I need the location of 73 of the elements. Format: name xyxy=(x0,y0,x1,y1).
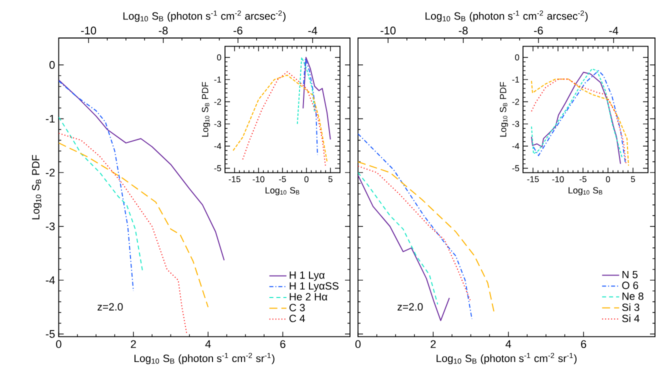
x-tick-label: 4 xyxy=(205,340,211,348)
x-tick-label: -15 xyxy=(228,176,240,182)
x-tick-label: 0 xyxy=(606,176,610,182)
y-tick-label: -3 xyxy=(512,120,520,127)
x2-tick-label: -6 xyxy=(534,26,543,34)
x2-tick-label: -8 xyxy=(458,26,468,34)
y-tick-label: -5 xyxy=(46,330,55,338)
y-tick-label: 0 xyxy=(515,54,520,60)
legend-label: C 4 xyxy=(289,314,305,322)
line-series xyxy=(58,116,144,273)
annotation: z=2.0 xyxy=(98,303,123,311)
line-series xyxy=(303,58,318,156)
y-tick-label: -2 xyxy=(214,98,222,105)
y-tick-label: 0 xyxy=(217,54,222,60)
x-tick-label: 0 xyxy=(304,176,308,182)
legend-label: He 2 Hα xyxy=(290,293,328,300)
y-tick-label: -4 xyxy=(46,276,55,284)
legend-label: H 1 Lyα xyxy=(290,272,325,281)
y-tick-label: -5 xyxy=(512,165,520,172)
y-tick-label: -1 xyxy=(512,76,520,82)
x-tick-label: 6 xyxy=(280,340,286,348)
x-tick-label: 4 xyxy=(506,340,512,348)
x-tick-label: -15 xyxy=(527,176,539,182)
x2-tick-label: -8 xyxy=(158,26,168,34)
y-tick-label: -3 xyxy=(46,222,55,230)
x-tick-label: -5 xyxy=(580,176,586,182)
legend-label: H 1 LyαSS xyxy=(290,282,338,292)
x-tick-label: 0 xyxy=(56,340,62,348)
text: Log$_{10}$ S$_{B}$ (photon s$^{-1}$ cm$^{-2}$ sr$^{-1}$) xyxy=(134,352,274,364)
x-axis-title: Log$_{10}$ S$_{B}$ xyxy=(266,187,300,196)
legend-label: C 3 xyxy=(289,304,305,312)
legend-label: O 6 xyxy=(622,282,638,290)
x-tick-label: -10 xyxy=(252,176,264,182)
y-axis-title: Log$_{10}$ S$_{B}$ PDF xyxy=(202,82,210,137)
y-axis-title: Log$_{10}$ S$_{B}$ PDF xyxy=(32,155,42,220)
y-tick-label: -5 xyxy=(214,165,222,172)
y-tick-label: -2 xyxy=(512,98,520,105)
x2-tick-label: -10 xyxy=(380,26,396,34)
y-tick-label: -4 xyxy=(512,143,520,150)
line-series xyxy=(242,71,326,168)
y-axis-title: Log$_{10}$ S$_{B}$ PDF xyxy=(500,82,508,137)
line-series xyxy=(58,80,134,292)
x-tick-label: 5 xyxy=(630,176,636,182)
text: Log$_{10}$ S$_{B}$ (photon s$^{-1}$ cm$^{-2}$ sr$^{-1}$) xyxy=(436,352,577,364)
y-tick-label: 0 xyxy=(49,61,55,69)
y-tick-label: -4 xyxy=(214,143,222,150)
legend-label: Ne 8 xyxy=(622,292,644,300)
x-tick-label: 2 xyxy=(430,340,436,348)
text: Log$_{10}$ S$_{B}$ (photon s$^{-1}$ cm$^{-2}$ arcsec$^{-2}$) xyxy=(123,10,286,22)
line-series xyxy=(302,56,331,140)
y-tick-label: -1 xyxy=(214,76,222,82)
x-axis-title: Log$_{10}$ S$_{B}$ xyxy=(568,187,602,196)
x-tick-label: -5 xyxy=(279,176,286,182)
legend-label: Si 4 xyxy=(622,314,640,322)
text: Log$_{10}$ S$_{B}$ (photon s$^{-1}$ cm$^{-2}$ arcsec$^{-2}$) xyxy=(426,10,588,22)
x-tick-label: 0 xyxy=(355,340,361,348)
annotation: z=2.0 xyxy=(398,303,423,311)
x2-tick-label: -4 xyxy=(609,26,618,34)
x2-tick-label: -6 xyxy=(234,26,242,34)
x-tick-label: 6 xyxy=(581,340,586,348)
x2-tick-label: -4 xyxy=(308,26,318,34)
x-tick-label: 5 xyxy=(328,176,332,182)
legend-label: Si 3 xyxy=(622,303,640,312)
x-tick-label: -10 xyxy=(552,176,564,182)
y-tick-label: -1 xyxy=(46,114,55,123)
x2-tick-label: -10 xyxy=(81,26,96,34)
line-series xyxy=(58,132,188,335)
line-series xyxy=(296,56,316,124)
legend-label: N 5 xyxy=(622,270,638,278)
x-tick-label: 2 xyxy=(130,340,136,348)
line-series xyxy=(232,74,328,162)
y-tick-label: -3 xyxy=(214,120,222,127)
y-tick-label: -2 xyxy=(46,168,55,176)
